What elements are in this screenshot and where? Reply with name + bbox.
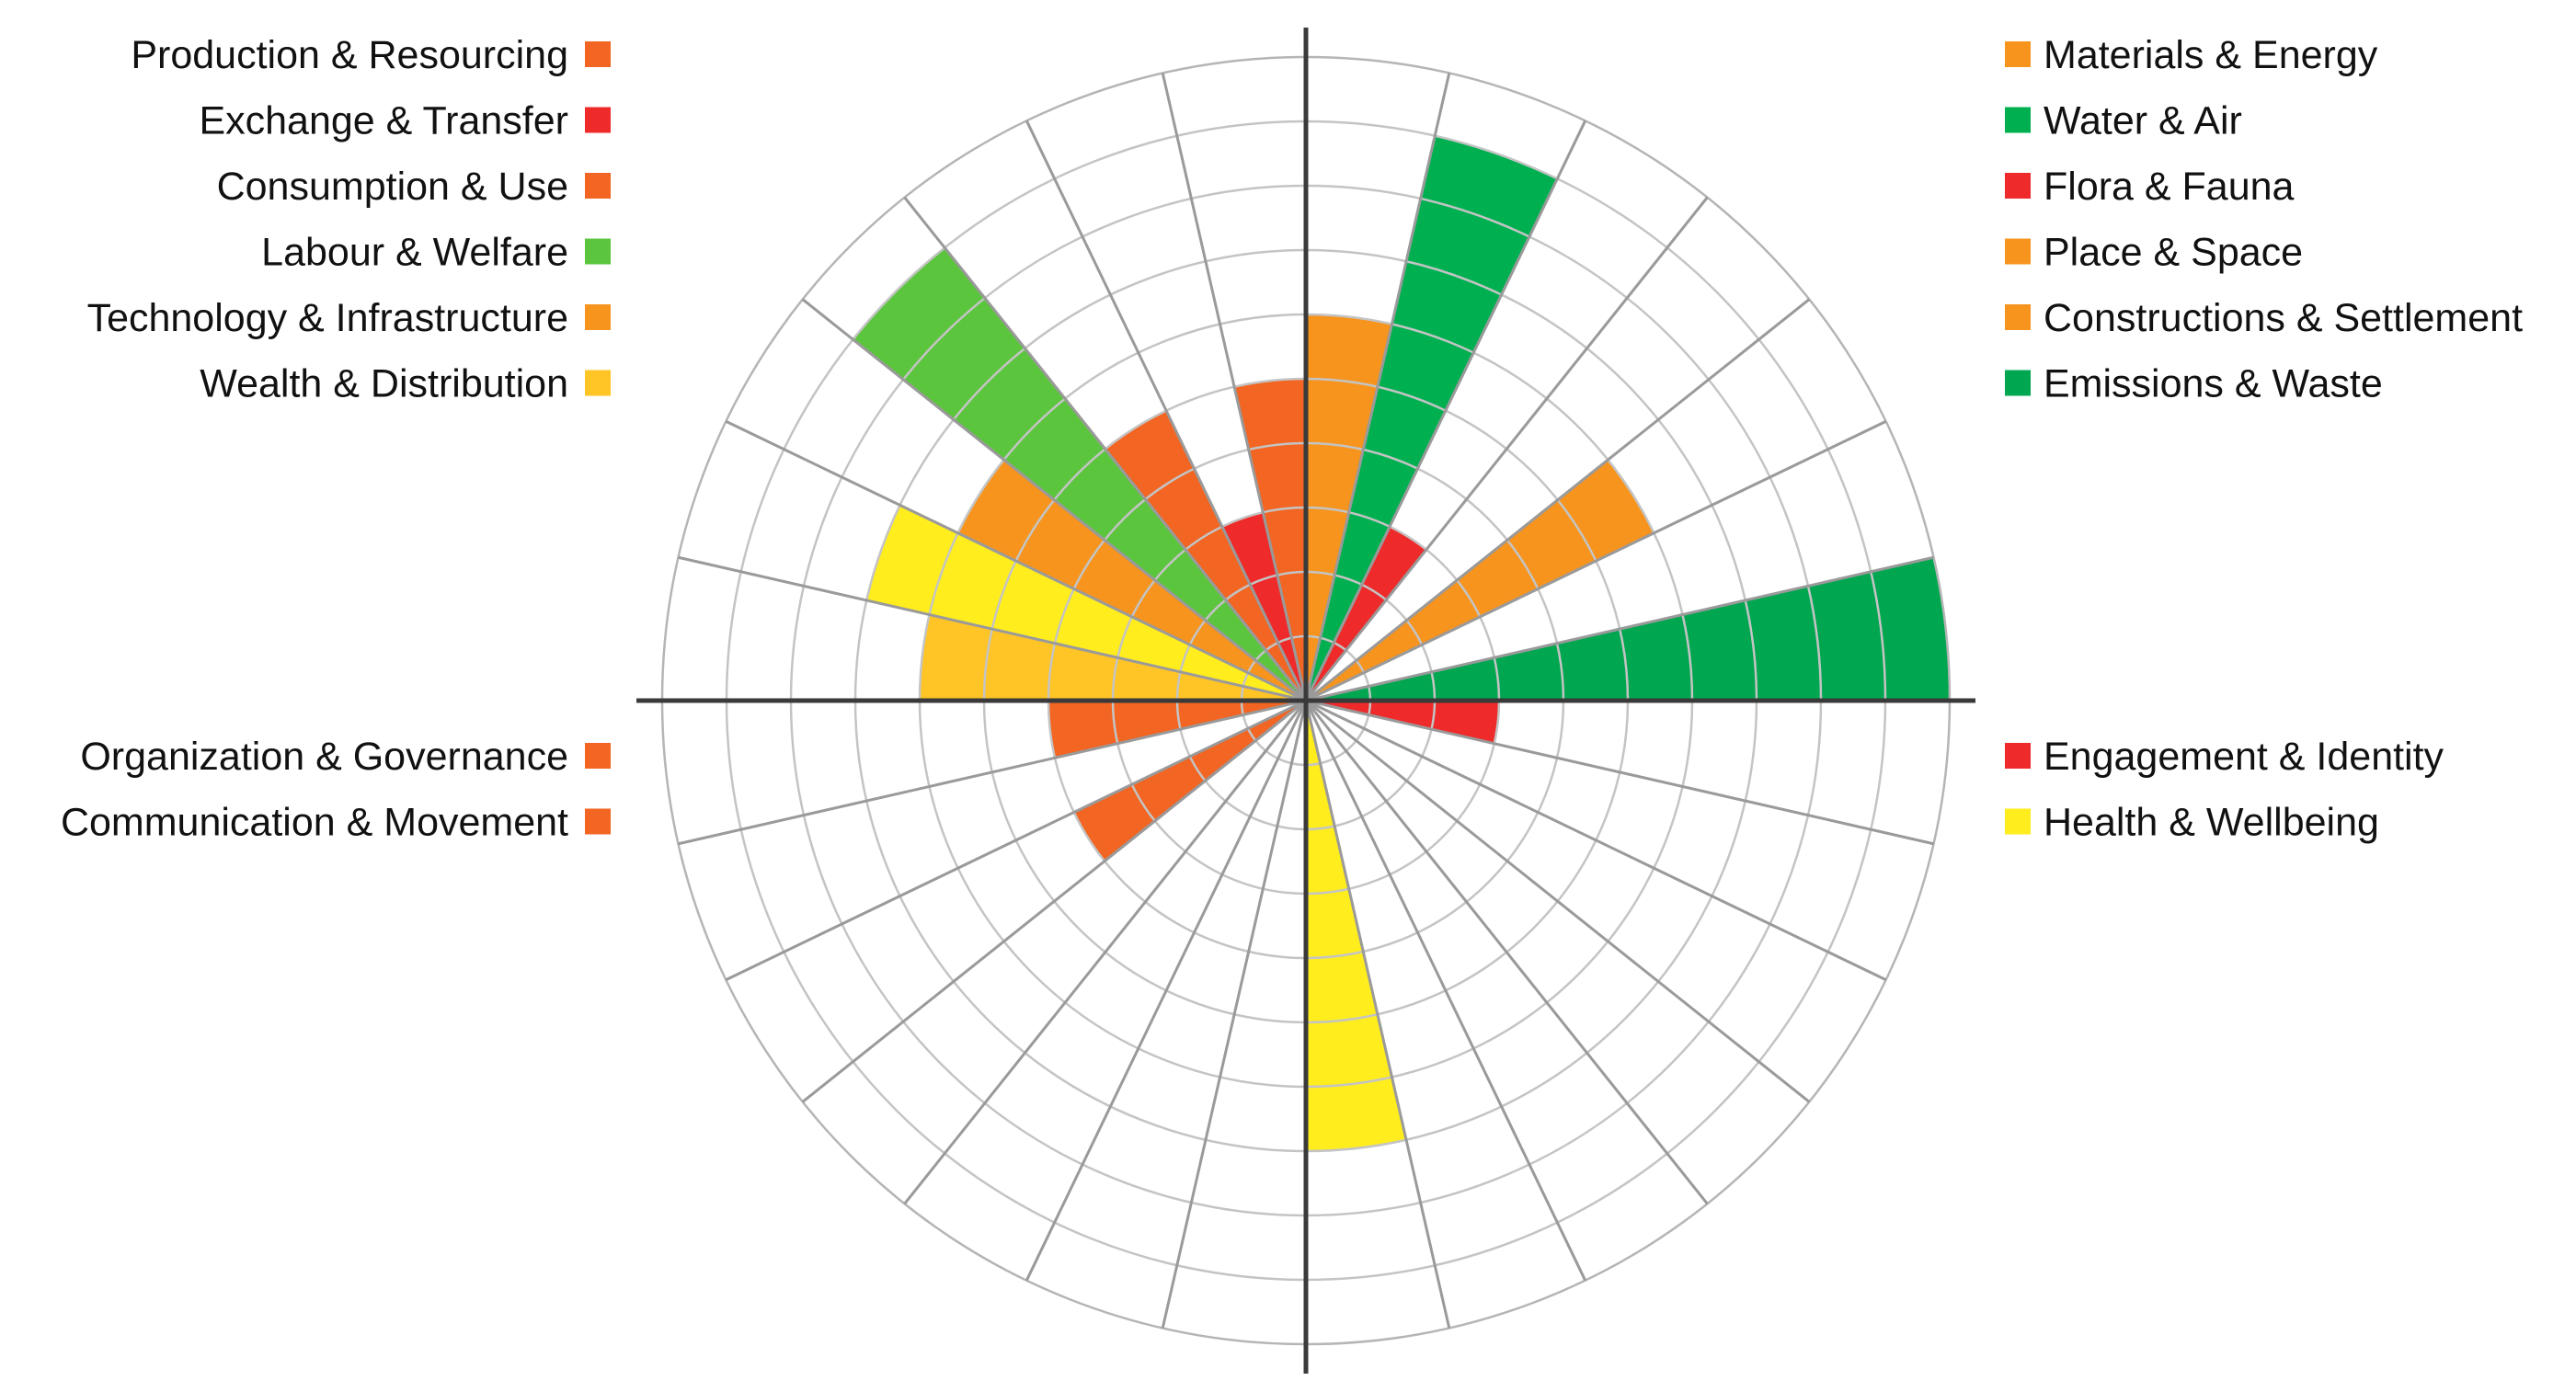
legend-label: Communication & Movement xyxy=(61,801,568,845)
legend-item-place-and-space: Place & Space xyxy=(2005,231,2303,275)
grid-spoke xyxy=(1305,699,1811,1103)
legend-item-flora-and-fauna: Flora & Fauna xyxy=(2005,165,2295,209)
legend-label: Emissions & Waste xyxy=(2044,362,2383,406)
legend-label: Wealth & Distribution xyxy=(200,362,568,406)
legend-item-consumption-and-use: Consumption & Use xyxy=(217,165,611,209)
grid-spoke xyxy=(1305,699,1934,846)
wedge-labour-and-welfare xyxy=(853,247,1306,701)
legend-label: Production & Resourcing xyxy=(131,33,568,77)
legend-label: Constructions & Settlement xyxy=(2044,296,2523,340)
grid-spoke xyxy=(678,699,1307,846)
legend-swatch xyxy=(2005,238,2031,265)
grid-spoke xyxy=(1304,196,1709,702)
wedge-technology-and-infrastructure xyxy=(866,505,1306,701)
legend-swatch xyxy=(2005,304,2031,330)
grid-spoke xyxy=(725,699,1307,982)
grid-spoke xyxy=(1161,700,1308,1329)
wedge-exchange-and-transfer xyxy=(1221,512,1306,701)
legend-label: Engagement & Identity xyxy=(2044,735,2444,779)
legend-swatch xyxy=(585,173,611,199)
legend-swatch xyxy=(585,238,611,265)
grid-spoke xyxy=(678,555,1307,702)
legend-label: Health & Wellbeing xyxy=(2044,801,2379,845)
wedge-flora-and-fauna xyxy=(1306,526,1426,701)
grid-spoke xyxy=(1304,120,1587,702)
legend-swatch xyxy=(2005,41,2031,67)
grid-spoke xyxy=(903,700,1308,1205)
grid-spoke xyxy=(1025,700,1308,1282)
legend-swatch xyxy=(585,743,611,769)
wedge-communication-and-movement xyxy=(1073,701,1306,861)
legend-swatch xyxy=(2005,370,2031,396)
legend-swatch xyxy=(585,107,611,133)
grid-spoke xyxy=(1304,700,1587,1282)
legend-swatch xyxy=(2005,107,2031,133)
legend-layer: Production & Resourcing Exchange & Transf… xyxy=(61,33,2523,845)
legend-item-emissions-and-waste: Emissions & Waste xyxy=(2005,362,2383,406)
grid-spoke xyxy=(1025,120,1308,702)
wedge-place-and-space xyxy=(1306,460,1654,701)
legend-label: Place & Space xyxy=(2044,231,2303,275)
grid-spoke xyxy=(1305,699,1887,982)
grid-spoke xyxy=(1305,555,1934,702)
legend-swatch xyxy=(585,41,611,67)
grid-spoke xyxy=(1304,73,1451,702)
grid-spoke xyxy=(1304,700,1709,1205)
legend-item-production-and-resourcing: Production & Resourcing xyxy=(131,33,611,77)
legend-item-exchange-and-transfer: Exchange & Transfer xyxy=(199,99,611,143)
legend-label: Technology & Infrastructure xyxy=(87,296,568,340)
grid-spoke xyxy=(1305,419,1887,702)
axes-layer xyxy=(636,28,1975,1374)
grid-spoke xyxy=(1161,73,1308,702)
legend-item-materials-and-energy: Materials & Energy xyxy=(2005,33,2378,77)
legend-item-communication-and-movement: Communication & Movement xyxy=(61,801,611,845)
legend-item-technology-and-infrastructure: Technology & Infrastructure xyxy=(87,296,611,340)
wedge-segment-23 xyxy=(957,460,1306,701)
grid-spoke xyxy=(1305,298,1811,702)
grid-spoke xyxy=(725,419,1307,702)
legend-label: Flora & Fauna xyxy=(2044,165,2295,209)
legend-swatch xyxy=(585,808,611,835)
legend-label: Water & Air xyxy=(2044,99,2242,143)
legend-swatch xyxy=(585,304,611,330)
legend-swatch xyxy=(2005,173,2031,199)
legend-label: Organization & Governance xyxy=(80,735,568,779)
grid-spoke xyxy=(903,196,1308,702)
legend-item-labour-and-welfare: Labour & Welfare xyxy=(261,231,611,275)
legend-label: Materials & Energy xyxy=(2044,33,2378,77)
grid-spoke xyxy=(801,298,1307,702)
legend-label: Consumption & Use xyxy=(217,165,568,209)
legend-item-wealth-and-distribution: Wealth & Distribution xyxy=(200,362,611,406)
legend-label: Exchange & Transfer xyxy=(199,99,568,143)
legend-item-health-and-wellbeing: Health & Wellbeing xyxy=(2005,801,2379,845)
legend-swatch xyxy=(585,370,611,396)
grid-spoke xyxy=(1304,700,1451,1329)
legend-item-organization-and-governance: Organization & Governance xyxy=(80,735,611,779)
wedge-water-and-air xyxy=(1306,135,1558,701)
legend-item-engagement-and-identity: Engagement & Identity xyxy=(2005,735,2444,779)
grid-spoke xyxy=(801,699,1307,1103)
wedge-consumption-and-use xyxy=(1105,410,1306,701)
legend-item-constructions-and-settlement: Constructions & Settlement xyxy=(2005,296,2523,340)
legend-swatch xyxy=(2005,743,2031,769)
legend-label: Labour & Welfare xyxy=(261,231,568,275)
legend-item-water-and-air: Water & Air xyxy=(2005,99,2242,143)
legend-swatch xyxy=(2005,808,2031,835)
